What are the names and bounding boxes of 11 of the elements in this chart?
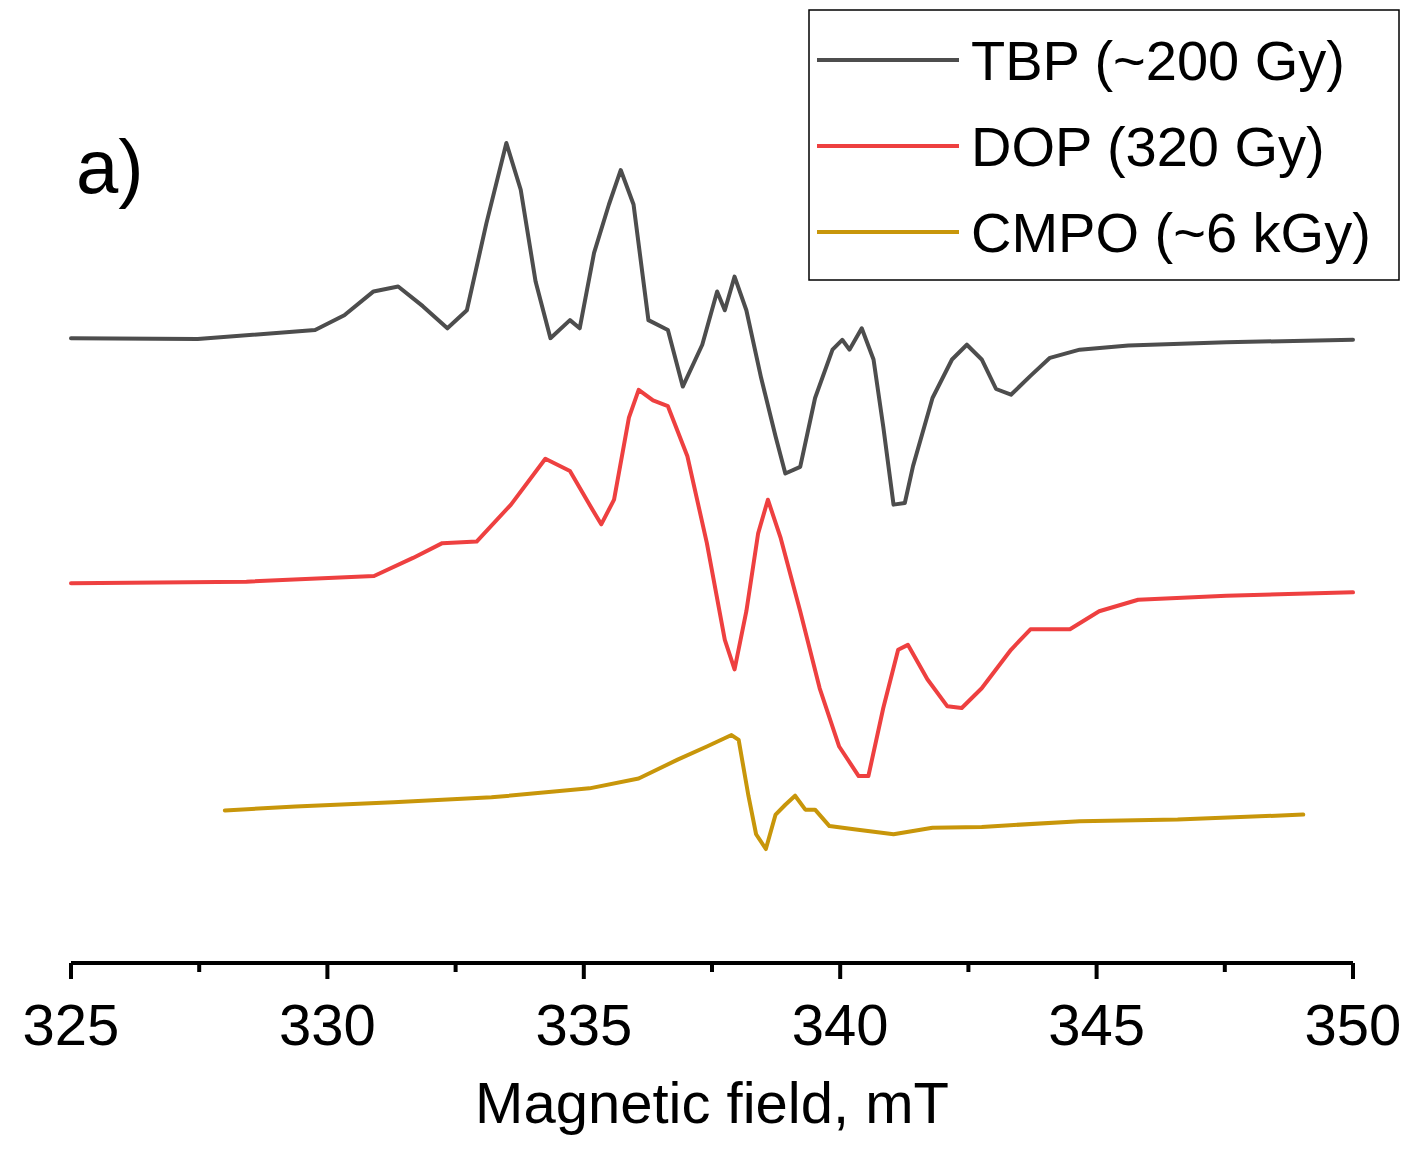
x-tick-label: 345	[1048, 992, 1145, 1057]
legend-label: TBP (~200 Gy)	[971, 29, 1346, 92]
x-tick-label: 350	[1304, 992, 1402, 1057]
x-tick-label: 325	[22, 992, 120, 1057]
x-axis-title: Magnetic field, mT	[475, 1070, 949, 1135]
annotation: a)	[76, 124, 144, 209]
legend-label: CMPO (~6 kGy)	[971, 201, 1371, 264]
legend-label: DOP (320 Gy)	[971, 115, 1325, 178]
x-tick-label: 330	[279, 992, 376, 1057]
x-tick-label: 340	[791, 992, 889, 1057]
x-tick-label: 335	[535, 992, 633, 1057]
